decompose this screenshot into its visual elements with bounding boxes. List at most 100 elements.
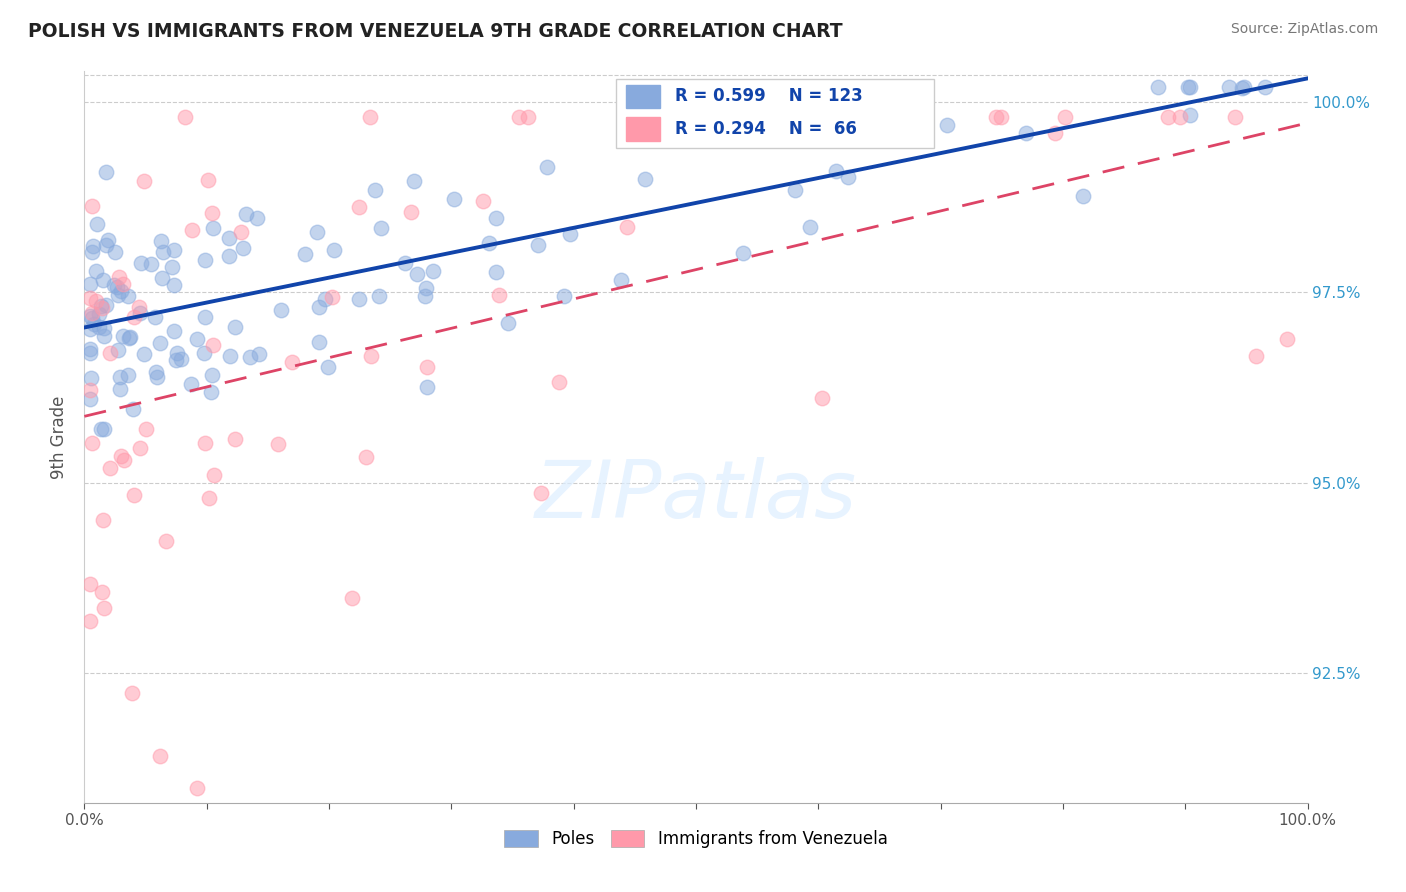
Point [91, 513, 114, 527]
Point [93, 320, 115, 334]
Point [305, 225, 328, 239]
Point [202, 338, 225, 352]
Point [1045, 126, 1067, 140]
Point [124, 310, 146, 325]
Point [247, 347, 270, 361]
Point [799, 220, 821, 235]
Point [103, 278, 125, 293]
Point [118, 330, 141, 344]
Point [166, 345, 188, 359]
Point [117, 368, 139, 382]
Point [415, 281, 437, 295]
Point [235, 207, 257, 221]
Point [356, 450, 378, 465]
Point [990, 110, 1012, 124]
Point [527, 238, 550, 252]
Point [837, 170, 859, 185]
Point [163, 324, 186, 338]
Legend: Poles, Immigrants from Venezuela: Poles, Immigrants from Venezuela [496, 822, 896, 856]
Point [80, 311, 103, 326]
Point [308, 334, 330, 349]
Point [108, 370, 131, 384]
Point [79, 577, 101, 591]
Point [416, 380, 439, 394]
Point [80, 199, 103, 213]
Point [548, 375, 571, 389]
Point [498, 316, 520, 330]
Point [163, 278, 186, 293]
Point [143, 310, 166, 325]
Point [201, 205, 224, 219]
Point [79, 342, 101, 356]
Text: R = 0.294    N =  66: R = 0.294 N = 66 [675, 120, 858, 138]
Point [1277, 332, 1299, 346]
Point [86, 217, 108, 231]
Point [93, 600, 115, 615]
Point [98, 461, 121, 475]
Point [112, 277, 135, 291]
Point [792, 110, 814, 124]
Point [364, 183, 387, 197]
Point [347, 292, 370, 306]
Point [107, 343, 129, 358]
Point [181, 223, 204, 237]
Point [145, 365, 167, 379]
Y-axis label: 9th Grade: 9th Grade [51, 395, 69, 479]
Point [112, 453, 135, 467]
Point [224, 433, 246, 447]
Point [108, 270, 131, 285]
Point [609, 273, 631, 287]
Point [267, 436, 290, 450]
Point [122, 488, 145, 502]
Point [246, 211, 269, 225]
Point [1168, 110, 1191, 124]
Point [201, 368, 224, 382]
Point [90, 585, 112, 599]
Point [811, 391, 834, 405]
Point [1225, 110, 1247, 124]
Point [180, 377, 202, 392]
Point [152, 244, 174, 259]
Point [174, 110, 197, 124]
Point [108, 382, 131, 396]
Point [360, 349, 382, 363]
Point [1178, 108, 1201, 122]
Point [162, 243, 184, 257]
Point [394, 256, 416, 270]
Point [79, 383, 101, 397]
Point [186, 780, 208, 795]
Point [314, 292, 336, 306]
Point [80, 244, 103, 259]
Point [239, 350, 262, 364]
FancyBboxPatch shape [626, 85, 661, 108]
Point [1244, 349, 1267, 363]
Point [224, 320, 246, 334]
Point [90, 422, 112, 436]
Point [200, 384, 222, 399]
Point [84, 294, 107, 309]
Point [87, 320, 110, 334]
Point [149, 235, 172, 249]
Point [399, 205, 422, 219]
Point [634, 172, 657, 186]
Text: R = 0.599    N = 123: R = 0.599 N = 123 [675, 87, 863, 105]
Point [97, 233, 120, 247]
Point [1180, 79, 1202, 94]
Point [135, 421, 157, 435]
Point [197, 173, 219, 187]
Point [516, 110, 538, 124]
Point [485, 211, 508, 225]
Point [508, 110, 530, 124]
Point [1253, 79, 1275, 94]
Point [530, 486, 553, 500]
Point [117, 289, 139, 303]
Point [110, 284, 132, 298]
Point [79, 346, 101, 360]
Point [416, 359, 439, 374]
Point [232, 241, 254, 255]
Point [415, 289, 437, 303]
Point [149, 748, 172, 763]
Point [146, 369, 169, 384]
Point [370, 221, 392, 235]
Point [150, 270, 173, 285]
